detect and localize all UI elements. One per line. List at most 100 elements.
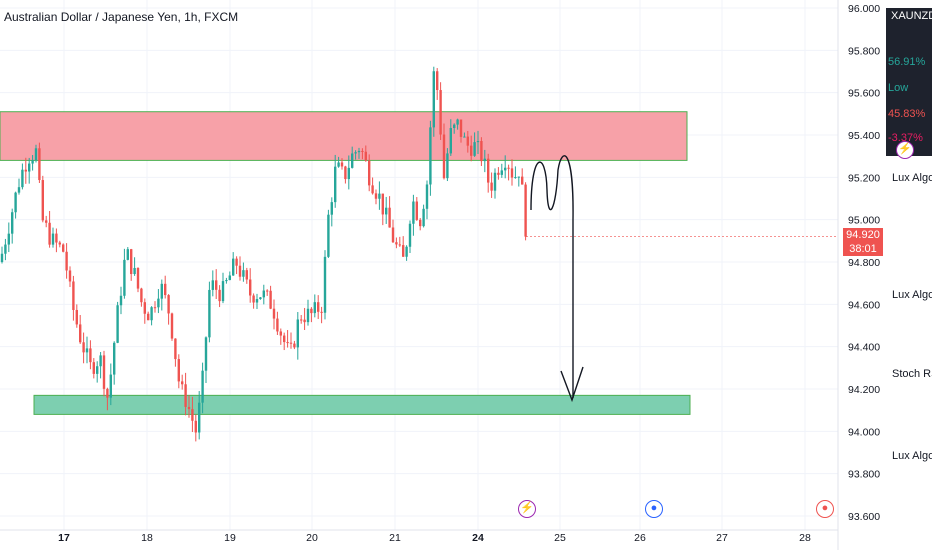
- x-tick-label: 21: [389, 532, 401, 544]
- last-price: 94.920: [846, 229, 880, 241]
- x-tick-label: 24: [472, 532, 484, 544]
- projection-arrowhead: [560, 366, 584, 403]
- candle-body: [242, 270, 245, 277]
- candle-body: [140, 288, 143, 303]
- candle-body: [184, 384, 187, 407]
- candle-body: [422, 208, 425, 227]
- y-tick-label: 94.400: [848, 342, 880, 354]
- candle-body: [351, 153, 354, 168]
- candle-body: [330, 202, 333, 215]
- candle-body: [432, 71, 435, 128]
- y-tick-label: 94.000: [848, 426, 880, 438]
- candle-body: [75, 309, 78, 325]
- indicator-title-3[interactable]: Stoch RSI: [892, 368, 932, 380]
- x-tick-label: 26: [634, 532, 646, 544]
- candle-body: [160, 283, 163, 299]
- flag-event-icon[interactable]: ●: [645, 500, 663, 518]
- candle-body: [296, 319, 299, 348]
- candle-body: [65, 251, 68, 271]
- candle-body: [402, 245, 405, 257]
- candle-body: [272, 308, 276, 319]
- candle-body: [327, 214, 330, 257]
- candle-body: [21, 169, 24, 188]
- candle-body: [320, 311, 323, 313]
- candle-body: [419, 219, 422, 227]
- zones: [0, 111, 691, 415]
- candle-body: [357, 150, 361, 153]
- y-tick-label: 95.800: [848, 45, 880, 57]
- candle-body: [374, 193, 378, 199]
- candle-body: [504, 167, 507, 171]
- candle-body: [235, 258, 238, 266]
- candle-body: [116, 305, 119, 343]
- candle-body: [174, 338, 177, 360]
- candle-body: [167, 295, 170, 314]
- x-tick-label: 25: [554, 532, 566, 544]
- candle-body: [102, 355, 106, 389]
- candle-body: [269, 290, 272, 309]
- candle-body: [368, 160, 371, 186]
- candle-body: [211, 280, 214, 290]
- candle-body: [391, 227, 395, 243]
- candle-body: [228, 275, 231, 281]
- candle-body: [459, 119, 463, 137]
- candle-body: [48, 222, 51, 245]
- candle-body: [194, 420, 197, 433]
- candle-body: [89, 348, 92, 363]
- indicator-title-1[interactable]: Lux Algo C: [892, 172, 932, 184]
- candle-body: [198, 402, 201, 433]
- candle-body: [310, 308, 313, 314]
- last-price-badge: 94.920 38:01: [843, 228, 883, 256]
- candle-body: [473, 142, 476, 156]
- candle-body: [385, 207, 388, 215]
- candle-body: [259, 297, 262, 300]
- candle-body: [109, 374, 112, 398]
- candle-body: [119, 295, 123, 306]
- candle-body: [439, 90, 442, 135]
- candle-body: [58, 242, 61, 245]
- candle-body: [201, 370, 204, 403]
- candle-body: [215, 280, 218, 290]
- candle-body: [221, 281, 225, 302]
- x-tick-label: 27: [716, 532, 728, 544]
- candle-body: [524, 184, 527, 237]
- candle-body: [429, 127, 432, 185]
- candle-body: [208, 289, 211, 338]
- candle-body: [289, 342, 293, 344]
- candle-body: [249, 279, 252, 296]
- candle-body: [24, 169, 27, 172]
- x-tick-label: 18: [141, 532, 153, 544]
- candle-body: [405, 246, 408, 257]
- candle-body: [157, 298, 160, 308]
- candle-body: [388, 207, 391, 228]
- candle-body: [147, 313, 150, 321]
- candle-body: [17, 187, 21, 193]
- candle-body: [79, 324, 82, 343]
- alert-lightning-icon[interactable]: ⚡: [896, 141, 914, 159]
- y-tick-label: 96.000: [848, 3, 880, 15]
- candle-body: [480, 141, 483, 162]
- candle-body: [266, 290, 269, 292]
- candle-body: [510, 168, 514, 178]
- support-zone: [33, 394, 691, 415]
- candle-body: [150, 307, 153, 321]
- candle-body: [483, 158, 486, 162]
- candle-body: [408, 223, 412, 247]
- lightning-event-icon[interactable]: ⚡: [518, 500, 536, 518]
- record-event-icon[interactable]: ●: [816, 500, 834, 518]
- y-tick-label: 95.600: [848, 88, 880, 100]
- chart-title: Australian Dollar / Japanese Yen, 1h, FX…: [4, 10, 239, 24]
- candle-body: [181, 381, 184, 385]
- candle-body: [62, 244, 65, 252]
- candle-body: [514, 177, 517, 179]
- projection-drawing: [530, 155, 584, 403]
- y-tick-label: 95.000: [848, 215, 880, 227]
- candle-body: [293, 343, 296, 348]
- indicator-title-2[interactable]: Lux Algo C: [892, 289, 932, 301]
- candle-body: [204, 337, 208, 371]
- indicator-title-4[interactable]: Lux Algo C: [892, 450, 932, 462]
- candle-body: [68, 270, 72, 282]
- candle-body: [41, 180, 44, 221]
- candle-body: [85, 348, 89, 353]
